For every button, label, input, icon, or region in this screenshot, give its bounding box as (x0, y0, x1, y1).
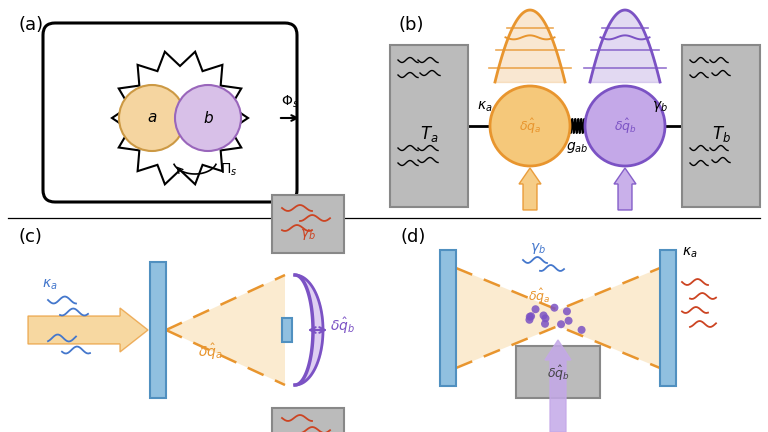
FancyArrow shape (545, 340, 571, 432)
Text: $\delta\hat{q}_a$: $\delta\hat{q}_a$ (518, 117, 541, 136)
Text: $\gamma_b$: $\gamma_b$ (652, 99, 668, 114)
Bar (660, 250, 676, 386)
Text: $\delta\hat{q}_a$: $\delta\hat{q}_a$ (528, 286, 551, 305)
Text: $\Phi_s$: $\Phi_s$ (281, 94, 299, 110)
Text: $\kappa_a$: $\kappa_a$ (477, 100, 493, 114)
FancyArrow shape (28, 308, 148, 352)
Text: $b$: $b$ (203, 110, 214, 126)
Text: (b): (b) (398, 16, 423, 34)
Text: (d): (d) (400, 228, 425, 246)
Circle shape (541, 320, 549, 328)
Text: $T_b$: $T_b$ (711, 124, 730, 144)
Circle shape (540, 311, 548, 319)
Bar (440, 250, 456, 386)
Circle shape (526, 313, 534, 321)
Text: (c): (c) (18, 228, 42, 246)
Circle shape (585, 86, 665, 166)
Text: $\kappa_a$: $\kappa_a$ (42, 278, 58, 292)
Polygon shape (166, 275, 285, 385)
Circle shape (119, 85, 185, 151)
Circle shape (525, 316, 534, 324)
Text: $g_{ab}$: $g_{ab}$ (566, 140, 588, 155)
Text: $\gamma_b$: $\gamma_b$ (530, 241, 546, 256)
Circle shape (578, 326, 585, 334)
Bar (272, 408, 344, 432)
Polygon shape (456, 268, 660, 368)
FancyBboxPatch shape (43, 23, 297, 202)
Circle shape (551, 304, 558, 312)
Text: $\delta\hat{q}_b$: $\delta\hat{q}_b$ (547, 363, 569, 382)
Circle shape (557, 320, 565, 328)
Bar (272, 195, 344, 253)
Text: $T_a$: $T_a$ (420, 124, 439, 144)
Text: $a$: $a$ (147, 111, 157, 126)
Text: $\delta\hat{q}_b$: $\delta\hat{q}_b$ (330, 316, 355, 336)
Text: $\kappa_a$: $\kappa_a$ (682, 246, 697, 260)
Circle shape (490, 86, 570, 166)
Polygon shape (112, 52, 248, 184)
Circle shape (531, 305, 540, 313)
Bar (390, 45, 468, 207)
Circle shape (541, 314, 549, 322)
Text: (a): (a) (18, 16, 43, 34)
Bar (516, 346, 600, 398)
Circle shape (563, 307, 571, 315)
Text: $\delta\hat{q}_b$: $\delta\hat{q}_b$ (614, 117, 637, 136)
Bar (282, 318, 292, 342)
Circle shape (564, 317, 573, 325)
FancyArrow shape (614, 168, 636, 210)
Text: $\Pi_s$: $\Pi_s$ (220, 162, 237, 178)
Text: $\delta\hat{q}_a$: $\delta\hat{q}_a$ (197, 342, 223, 362)
Bar (682, 45, 760, 207)
Circle shape (527, 312, 535, 320)
Bar (150, 262, 166, 398)
Text: $\gamma_b$: $\gamma_b$ (300, 227, 316, 242)
FancyArrow shape (519, 168, 541, 210)
Circle shape (175, 85, 241, 151)
